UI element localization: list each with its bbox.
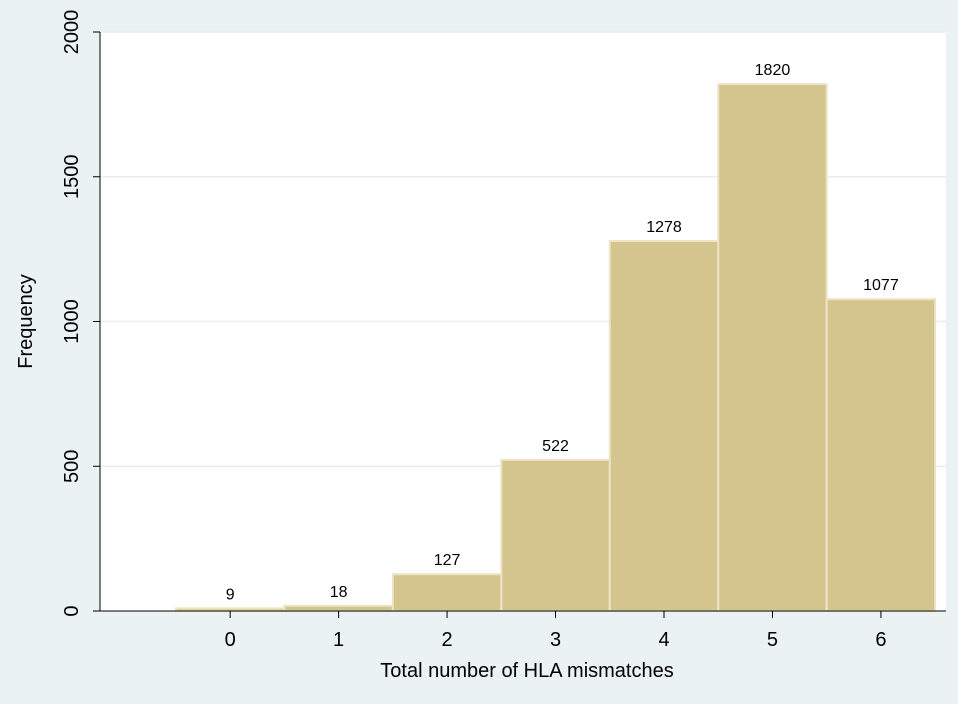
data-label: 522	[542, 438, 569, 455]
data-label: 9	[226, 586, 235, 603]
y-tick-label: 1000	[61, 299, 83, 344]
x-axis: 0 1 2 3 4 5 6	[100, 610, 946, 651]
y-tick-label: 500	[61, 450, 83, 483]
x-axis-title: Total number of HLA mismatches	[380, 660, 673, 682]
bar	[500, 458, 611, 613]
data-label: 127	[434, 552, 461, 569]
data-label: 1278	[646, 219, 682, 236]
bar	[391, 573, 503, 613]
data-label: 1820	[755, 62, 791, 79]
data-label: 18	[330, 584, 348, 601]
x-tick-label: 6	[875, 629, 886, 651]
x-tick-label: 0	[225, 629, 236, 651]
bar	[717, 83, 828, 613]
y-tick-label: 0	[61, 605, 83, 616]
y-axis-title: Frequency	[15, 274, 37, 369]
bars	[174, 83, 937, 613]
x-tick-label: 5	[767, 629, 778, 651]
x-tick-label: 2	[442, 629, 453, 651]
x-tick-label: 1	[333, 629, 344, 651]
y-axis: 0 500 1000 1500 2000	[61, 10, 101, 617]
y-tick-label: 1500	[61, 155, 83, 200]
data-labels: 9 18 127 522 1278 1820 1077	[226, 62, 899, 603]
data-label: 1077	[863, 277, 899, 294]
y-tick-label: 2000	[61, 10, 83, 55]
bar	[825, 298, 937, 612]
bar	[283, 604, 394, 613]
x-tick-label: 4	[658, 629, 669, 651]
x-tick-label: 3	[550, 629, 561, 651]
bar	[608, 240, 720, 612]
